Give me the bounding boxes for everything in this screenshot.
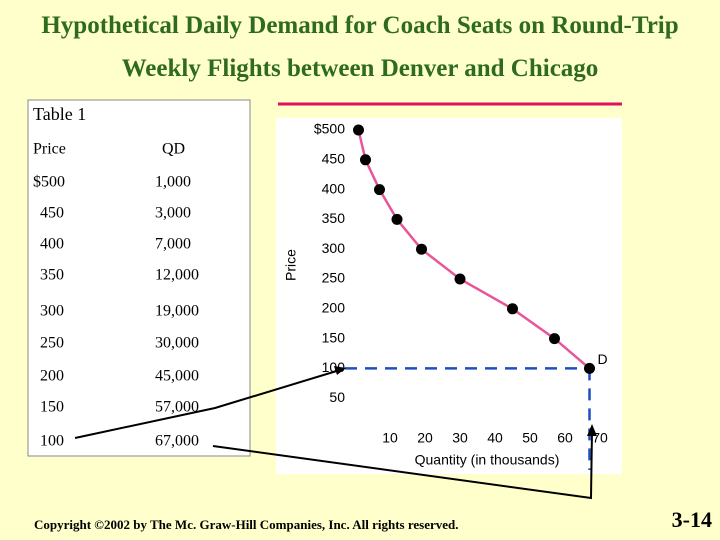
table-cell: 100 [40, 433, 64, 450]
arrow-head [587, 424, 597, 436]
chart-box [276, 118, 622, 474]
y-tick-label: 250 [322, 270, 346, 286]
table-cell: 67,000 [155, 433, 199, 450]
x-axis-label: Quantity (in thousands) [415, 452, 560, 468]
table-cell: 300 [40, 303, 64, 320]
table-cell: 150 [40, 399, 64, 416]
data-point [454, 273, 466, 285]
table-cell: 45,000 [155, 368, 199, 385]
table: Table 1 Price QD $500 1,000 450 3,000 400 7,000 3… [33, 104, 199, 450]
arrow [212, 429, 593, 500]
table-cell: $500 [33, 174, 65, 191]
arrow-head [334, 366, 346, 375]
line-label: D [598, 351, 608, 367]
y-tick-label: 300 [322, 240, 346, 256]
table-cell: 1,000 [155, 174, 191, 191]
page-number: 3-14 [672, 507, 712, 532]
x-tick-label: 40 [487, 430, 503, 446]
x-tick-label: 70 [592, 430, 608, 446]
y-tick-label: 400 [322, 180, 346, 196]
y-tick-label: 450 [322, 151, 346, 167]
data-point [416, 243, 427, 255]
table-box [27, 99, 251, 457]
table-cell: 450 [40, 205, 64, 222]
data-point [584, 362, 595, 374]
table-cell: 7,000 [155, 236, 191, 253]
table-cell: 57,000 [155, 399, 199, 416]
y-tick-label: 350 [322, 210, 346, 226]
table-title: Table 1 [33, 104, 86, 124]
y-tick-label: $500 [314, 121, 345, 137]
data-point [391, 213, 403, 225]
table-header: QD [162, 141, 185, 158]
table-cell: 30,000 [155, 335, 199, 352]
x-tick-label: 20 [417, 430, 433, 446]
table-cell: 19,000 [155, 303, 199, 320]
copyright: Copyright ©2002 by The Mc. Graw-Hill Com… [34, 517, 459, 532]
data-point [360, 154, 371, 166]
y-tick-label: 200 [322, 300, 346, 316]
x-tick-label: 60 [557, 430, 573, 446]
table-cell: 250 [40, 335, 64, 352]
data-point [549, 333, 560, 345]
arrow [74, 369, 341, 439]
x-tick-label: 10 [382, 430, 398, 446]
table-cell: 350 [40, 267, 64, 284]
y-tick-label: 50 [329, 389, 345, 405]
table-cell: 200 [40, 368, 64, 385]
table-cell: 400 [40, 236, 64, 253]
x-tick-label: 50 [522, 430, 538, 446]
x-tick-label: 30 [452, 430, 468, 446]
table-cell: 12,000 [155, 267, 199, 284]
slide-title: Hypothetical Daily Demand for Coach Seat… [41, 12, 679, 82]
table-cell: 3,000 [155, 205, 191, 222]
data-point [374, 184, 385, 196]
table-header: Price [33, 141, 66, 158]
y-axis-label: Price [283, 249, 299, 281]
data-point [353, 124, 364, 136]
y-tick-label: 150 [322, 329, 346, 345]
data-point [507, 303, 518, 315]
